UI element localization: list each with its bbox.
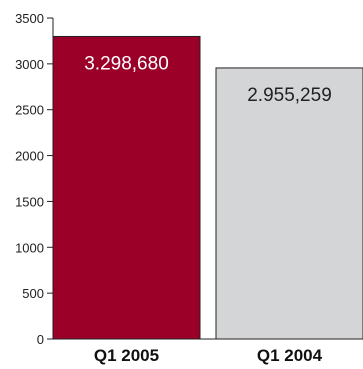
y-tick-label: 0 xyxy=(37,332,44,347)
y-tick-label: 2000 xyxy=(15,149,44,164)
y-tick-label: 3500 xyxy=(15,11,44,26)
y-tick-label: 1500 xyxy=(15,194,44,209)
x-category-label: Q1 2004 xyxy=(257,346,323,365)
data-label-1: 3.298,680 xyxy=(84,53,169,74)
bar-2 xyxy=(215,67,363,340)
x-category-label: Q1 2005 xyxy=(94,346,159,365)
y-axis: 0 500 1000 1500 2000 2500 3000 3500 xyxy=(15,11,363,347)
y-tick-label: 500 xyxy=(22,286,44,301)
y-tick-label: 1000 xyxy=(15,240,44,255)
bars: 3.298,680 2.955,259 xyxy=(52,35,363,340)
x-axis-labels: Q1 2005 Q1 2004 xyxy=(94,346,323,365)
data-label-2: 2.955,259 xyxy=(247,85,332,106)
bar-1 xyxy=(52,35,201,340)
y-tick-label: 2500 xyxy=(15,103,44,118)
y-tick-label: 3000 xyxy=(15,57,44,72)
